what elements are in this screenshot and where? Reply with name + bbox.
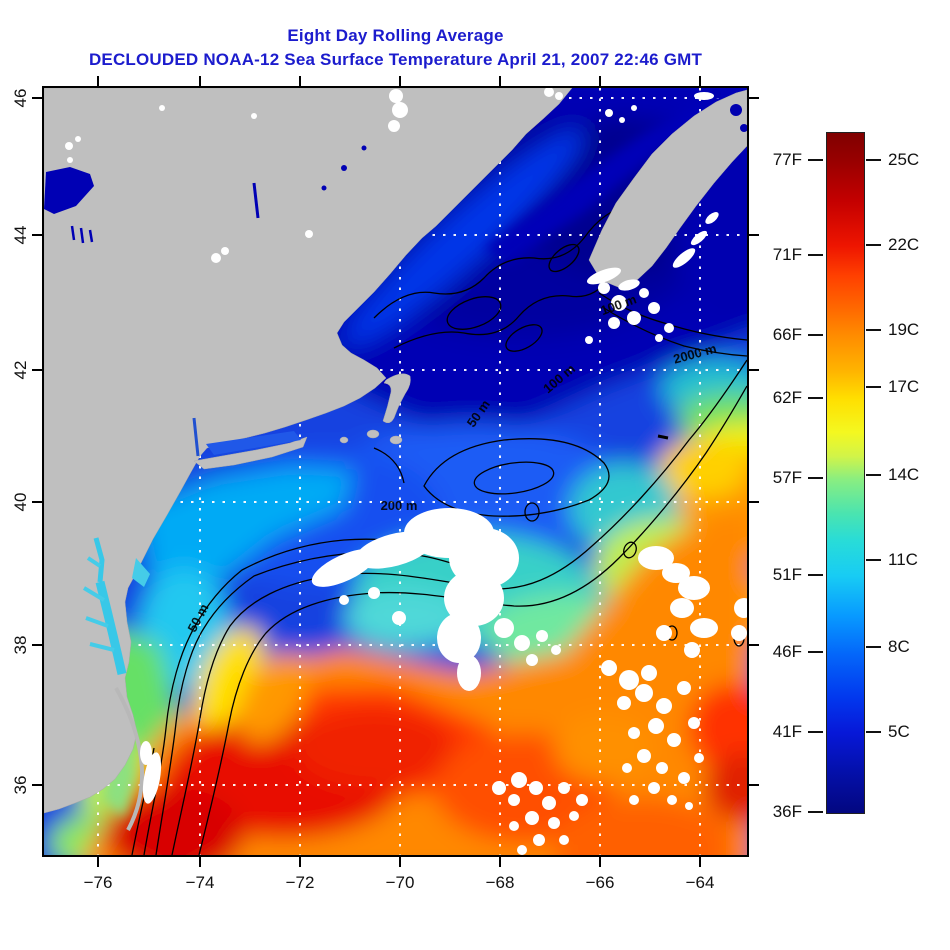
lat-tick-right (749, 784, 759, 786)
colorbar-tick-fahrenheit (808, 651, 823, 653)
colorbar-label-fahrenheit: 66F (772, 325, 802, 344)
land-masses (44, 88, 747, 831)
colorbar-tick-fahrenheit (808, 811, 823, 813)
lat-tick-label: 46 (11, 88, 30, 108)
colorbar-label-fahrenheit: 57F (772, 468, 802, 487)
lat-tick-left (32, 644, 42, 646)
lat-tick-right (749, 234, 759, 236)
lat-tick-right (749, 644, 759, 646)
colorbar-label-fahrenheit: 77F (772, 150, 802, 169)
lat-tick-left (32, 369, 42, 371)
lon-tick-bottom (97, 857, 99, 867)
lat-tick-right (749, 501, 759, 503)
lat-tick-left (32, 234, 42, 236)
colorbar-label-celsius: 11C (888, 550, 918, 569)
lon-tick-bottom (399, 857, 401, 867)
lat-tick-label: 40 (11, 492, 30, 512)
colorbar-tick-fahrenheit (808, 334, 823, 336)
colorbar-label-fahrenheit: 46F (772, 642, 802, 661)
lon-tick-label: −70 (385, 873, 415, 892)
colorbar-label-celsius: 14C (888, 465, 920, 484)
sst-map-plot: 50 m 200 m 50 m 100 m 100 m 2000 m (42, 86, 749, 857)
lat-tick-left (32, 784, 42, 786)
colorbar-label-celsius: 22C (888, 235, 920, 254)
colorbar-label-celsius: 5C (888, 722, 910, 741)
contour-label-200m: 200 m (381, 498, 418, 513)
colorbar-label-celsius: 17C (888, 377, 920, 396)
colorbar-tick-fahrenheit (808, 159, 823, 161)
colorbar-tick-celsius (866, 244, 881, 246)
colorbar-tick-celsius (866, 386, 881, 388)
lon-tick-top (399, 76, 401, 86)
lon-tick-label: −64 (685, 873, 715, 892)
colorbar-label-fahrenheit: 41F (772, 722, 802, 741)
mainland (44, 88, 573, 814)
cloud-mask (65, 88, 747, 855)
colorbar-label-fahrenheit: 36F (772, 802, 802, 821)
title-line-1: Eight Day Rolling Average (287, 26, 504, 45)
lon-tick-top (599, 76, 601, 86)
colorbar-tick-fahrenheit (808, 254, 823, 256)
lon-tick-top (97, 76, 99, 86)
colorbar-label-celsius: 8C (888, 637, 910, 656)
lon-tick-bottom (599, 857, 601, 867)
lon-tick-bottom (499, 857, 501, 867)
colorbar-tick-celsius (866, 159, 881, 161)
colorbar-tick-fahrenheit (808, 574, 823, 576)
colorbar-tick-celsius (866, 731, 881, 733)
lon-tick-label: −72 (285, 873, 315, 892)
colorbar-tick-celsius (866, 646, 881, 648)
cape-cod (382, 373, 411, 424)
title-line-2: DECLOUDED NOAA-12 Sea Surface Temperatur… (88, 50, 703, 69)
lat-tick-right (749, 97, 759, 99)
lon-tick-top (499, 76, 501, 86)
colorbar-label-fahrenheit: 51F (772, 565, 802, 584)
lon-tick-label: −66 (585, 873, 615, 892)
inland-water (44, 89, 747, 675)
long-island (193, 436, 308, 470)
colorbar-tick-celsius (866, 329, 881, 331)
lat-tick-left (32, 97, 42, 99)
lon-tick-label: −74 (185, 873, 215, 892)
lon-tick-bottom (199, 857, 201, 867)
colorbar-tick-fahrenheit (808, 731, 823, 733)
lat-tick-right (749, 369, 759, 371)
lon-tick-label: −68 (485, 873, 515, 892)
lon-tick-bottom (699, 857, 701, 867)
lon-tick-bottom (299, 857, 301, 867)
colorbar-label-celsius: 19C (888, 320, 920, 339)
lat-tick-left (32, 501, 42, 503)
colorbar-tick-celsius (866, 474, 881, 476)
lon-tick-top (699, 76, 701, 86)
lon-tick-label: −76 (83, 873, 113, 892)
lon-tick-top (299, 76, 301, 86)
colorbar-tick-fahrenheit (808, 477, 823, 479)
outer-banks (114, 687, 145, 831)
sst-field-image: 50 m 200 m 50 m 100 m 100 m 2000 m (44, 88, 747, 855)
colorbar-label-fahrenheit: 62F (772, 388, 802, 407)
lat-tick-label: 44 (11, 225, 30, 245)
lat-tick-label: 38 (11, 635, 30, 655)
nova-scotia (588, 89, 747, 288)
lat-tick-label: 42 (11, 360, 30, 380)
colorbar-tick-celsius (866, 559, 881, 561)
lon-tick-top (199, 76, 201, 86)
lat-tick-label: 36 (11, 775, 30, 795)
colorbar (826, 132, 865, 814)
colorbar-tick-fahrenheit (808, 397, 823, 399)
colorbar-label-celsius: 25C (888, 150, 920, 169)
colorbar-label-fahrenheit: 71F (772, 245, 802, 264)
